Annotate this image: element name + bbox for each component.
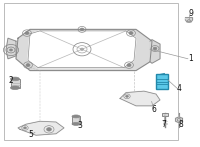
Polygon shape	[120, 91, 160, 106]
Text: 2: 2	[9, 76, 13, 85]
Polygon shape	[6, 38, 16, 59]
Circle shape	[129, 32, 133, 35]
Ellipse shape	[72, 122, 80, 125]
Circle shape	[47, 128, 51, 131]
Circle shape	[10, 49, 12, 51]
Polygon shape	[176, 117, 182, 123]
Polygon shape	[18, 121, 64, 135]
Polygon shape	[28, 31, 136, 68]
Circle shape	[24, 127, 26, 129]
Polygon shape	[16, 29, 152, 71]
Text: 5: 5	[29, 130, 33, 139]
Text: 6: 6	[152, 105, 156, 114]
Text: 4: 4	[177, 84, 181, 93]
Text: 9: 9	[189, 9, 193, 18]
Polygon shape	[185, 18, 193, 22]
Circle shape	[126, 95, 128, 97]
FancyBboxPatch shape	[162, 113, 168, 116]
Circle shape	[80, 48, 84, 50]
Ellipse shape	[10, 77, 20, 81]
Text: 1: 1	[189, 54, 193, 63]
Circle shape	[80, 28, 84, 31]
Circle shape	[153, 47, 157, 50]
Circle shape	[26, 64, 30, 67]
FancyBboxPatch shape	[72, 116, 80, 124]
Circle shape	[127, 64, 131, 67]
Ellipse shape	[72, 115, 80, 118]
FancyBboxPatch shape	[4, 3, 178, 140]
Circle shape	[25, 32, 29, 35]
Text: 7: 7	[162, 120, 166, 129]
FancyBboxPatch shape	[156, 74, 168, 89]
Ellipse shape	[10, 86, 20, 90]
FancyBboxPatch shape	[10, 79, 20, 88]
Polygon shape	[150, 40, 160, 63]
Text: 8: 8	[179, 120, 183, 129]
Text: 3: 3	[78, 121, 82, 130]
